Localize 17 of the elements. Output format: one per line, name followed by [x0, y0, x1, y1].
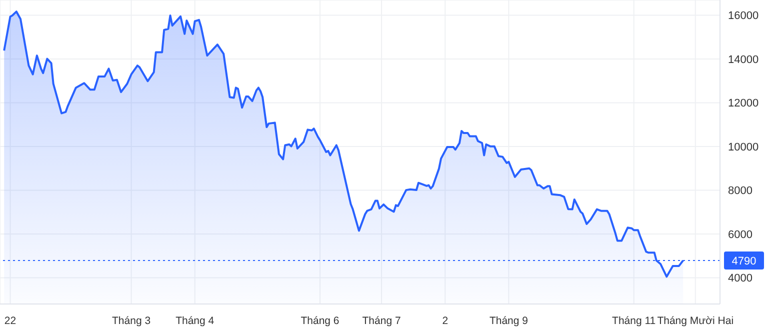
- y-tick-label: 10000: [728, 141, 759, 154]
- x-tick-label: Tháng 3: [112, 315, 151, 327]
- y-tick-label: 6000: [728, 228, 752, 241]
- x-tick-label: Tháng 11: [612, 315, 656, 327]
- ref-line-label: 4790: [732, 255, 756, 268]
- y-tick-label: 8000: [728, 185, 752, 198]
- x-tick-label: 2: [442, 315, 448, 327]
- x-tick-label: Tháng 9: [489, 315, 528, 327]
- x-tick-label: 22: [4, 315, 16, 327]
- y-tick-label: 12000: [728, 98, 759, 110]
- x-tick-label: Tháng Mười Hai: [657, 315, 734, 327]
- y-tick-label: 16000: [728, 10, 759, 22]
- x-tick-label: Tháng 6: [300, 315, 340, 327]
- y-tick-label: 14000: [728, 54, 759, 66]
- x-tick-label: Tháng 4: [176, 315, 214, 327]
- y-tick-label: 4000: [728, 272, 752, 285]
- x-tick-label: Tháng 7: [362, 315, 401, 327]
